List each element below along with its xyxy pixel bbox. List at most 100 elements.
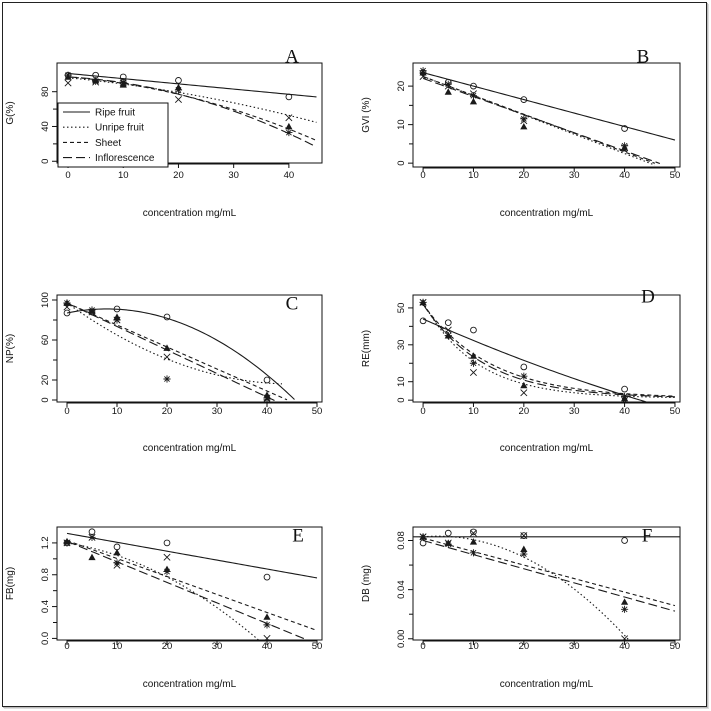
x-axis-title: concentration mg/mL	[500, 679, 594, 690]
data-point-inflorescence	[444, 80, 452, 88]
y-axis: 0 40 80	[40, 86, 57, 164]
data-point-inflorescence	[444, 540, 452, 548]
data-point-ripe	[263, 376, 271, 384]
y-tick-label: 1.2	[40, 536, 51, 549]
data-point-ripe	[621, 537, 628, 544]
series-sheet	[63, 537, 318, 631]
legend: Ripe fruit Unripe fruit Sheet Inflorescence	[57, 102, 169, 168]
x-tick-label: 40	[619, 406, 630, 417]
data-point-sheet	[469, 97, 478, 105]
x-tick-label: 20	[519, 406, 530, 417]
panel-letter: C	[286, 293, 299, 314]
data-point-sheet	[285, 122, 293, 130]
fit-line-inflorescence	[66, 302, 275, 402]
panel-letter: E	[292, 525, 304, 546]
data-point-ripe	[63, 309, 71, 317]
data-point-inflorescence	[92, 77, 100, 85]
data-point-ripe	[285, 93, 293, 101]
legend-box	[57, 102, 169, 168]
panel-b: 0 10 20 30 40 50 concentration mg/mL 0 10 20 GVI (…	[361, 46, 681, 219]
y-tick-label: 0.8	[40, 568, 51, 581]
y-axis-title: GVI (%)	[361, 97, 372, 133]
series-ripe	[63, 528, 318, 581]
plot-frame	[56, 62, 323, 164]
x-tick-label: 30	[569, 170, 580, 181]
data-point-ripe	[263, 573, 271, 581]
y-tick-label: 20	[40, 375, 51, 386]
data-point-inflorescence	[113, 559, 121, 567]
x-tick-label: 30	[212, 641, 223, 652]
y-tick-label: 30	[396, 340, 407, 351]
plot-frame	[412, 294, 681, 403]
x-tick-label: 10	[112, 641, 123, 652]
data-point-inflorescence	[419, 67, 427, 75]
x-tick-label: 50	[312, 406, 323, 417]
fit-line-sheet	[422, 75, 656, 164]
series-ripe	[64, 71, 317, 101]
x-tick-label: 0	[420, 170, 425, 181]
x-axis-title: concentration mg/mL	[500, 443, 594, 454]
x-tick-label: 10	[468, 641, 479, 652]
x-tick-label: 40	[619, 170, 630, 181]
data-point-inflorescence	[520, 372, 528, 380]
data-point-ripe	[444, 319, 452, 327]
x-axis-title: concentration mg/mL	[143, 679, 237, 690]
data-point-unripe	[520, 532, 528, 540]
plot-frame	[56, 294, 323, 403]
series-ripe	[419, 69, 676, 141]
fit-line-unripe	[67, 77, 317, 123]
data-point-sheet	[88, 553, 96, 561]
data-point-inflorescence	[263, 621, 271, 629]
data-point-sheet	[469, 352, 478, 359]
fit-line-inflorescence	[66, 540, 308, 640]
x-tick-label: 50	[670, 641, 681, 652]
fit-line-unripe	[422, 75, 656, 166]
legend-label-ripe: Ripe fruit	[95, 108, 135, 119]
data-point-inflorescence	[174, 86, 183, 94]
y-tick-label: 0.0	[40, 632, 51, 645]
data-point-ripe	[163, 313, 171, 321]
data-point-sheet	[263, 391, 271, 398]
y-tick-label: 20	[396, 81, 407, 92]
y-tick-label: 100	[40, 292, 51, 308]
data-point-inflorescence	[263, 395, 271, 402]
data-point-sheet	[520, 545, 528, 552]
series-sheet	[419, 533, 676, 607]
x-tick-label: 50	[670, 170, 681, 181]
x-tick-label: 40	[262, 641, 273, 652]
data-point-inflorescence	[119, 78, 127, 86]
y-axis-title: FB(mg)	[5, 567, 16, 600]
data-point-inflorescence	[88, 533, 96, 541]
plot-frame	[412, 62, 681, 168]
fit-line-unripe	[66, 302, 283, 385]
series-unripe	[63, 302, 283, 402]
series-inflorescence	[419, 67, 661, 165]
data-point-unripe	[621, 635, 629, 640]
y-tick-label: 0.08	[396, 531, 407, 550]
fit-line-inflorescence	[422, 77, 661, 165]
y-tick-label: 10	[396, 119, 407, 130]
x-tick-label: 20	[162, 406, 173, 417]
data-point-unripe	[469, 529, 477, 537]
data-point-unripe	[469, 368, 477, 377]
y-axis: 0 10 30 50	[396, 303, 413, 403]
series-unripe	[419, 529, 630, 640]
data-point-sheet	[620, 598, 629, 605]
x-axis-title: concentration mg/mL	[143, 443, 237, 454]
x-axis: 0 10 20 30 40 50	[64, 640, 322, 652]
data-point-inflorescence	[444, 331, 452, 340]
panel-c: 0 10 20 30 40 50 concentration mg/mL 0 20 60 100 NP…	[5, 292, 323, 454]
y-tick-label: 80	[40, 86, 51, 97]
data-point-inflorescence	[285, 128, 293, 137]
panel-letter: B	[637, 46, 650, 67]
data-point-unripe	[174, 96, 182, 104]
legend-label-unripe: Unripe fruit	[95, 123, 144, 134]
data-point-ripe	[470, 82, 477, 90]
series-inflorescence	[419, 298, 675, 401]
y-tick-label: 0.4	[40, 600, 51, 613]
data-point-ripe	[163, 539, 171, 547]
y-tick-label: 50	[396, 303, 407, 314]
x-tick-label: 10	[468, 170, 479, 181]
